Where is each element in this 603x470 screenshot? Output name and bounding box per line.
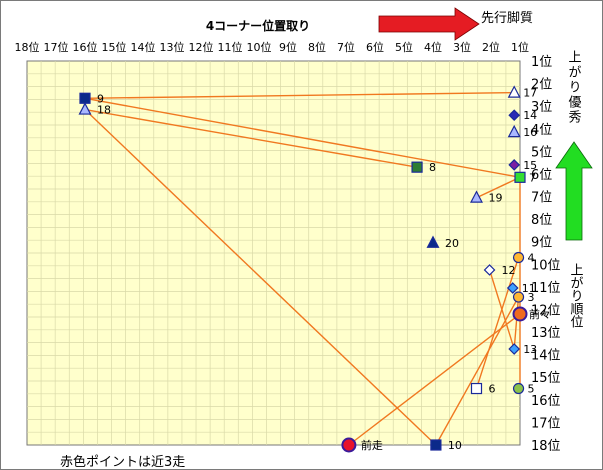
x-tick-label: 14位 xyxy=(131,40,156,54)
point-label: 前走 xyxy=(361,438,383,452)
point-label: 7 xyxy=(529,171,536,184)
point-label: 15 xyxy=(523,159,537,172)
y-tick-label: 5位 xyxy=(531,145,552,160)
point-marker xyxy=(508,343,521,355)
point-label: 12 xyxy=(502,264,516,277)
x-tick-label: 1位 xyxy=(511,40,529,54)
point-marker xyxy=(508,109,521,122)
chart-title: 4コーナー位置取り xyxy=(206,18,310,33)
point-label: 3 xyxy=(528,291,535,304)
point-marker xyxy=(512,306,528,322)
point-marker xyxy=(507,124,521,138)
point-marker xyxy=(507,85,521,98)
x-tick-label: 15位 xyxy=(102,40,127,54)
point-marker xyxy=(79,92,91,104)
point-label: 8 xyxy=(429,161,436,174)
point-label: 19 xyxy=(489,192,503,205)
point-label: 10 xyxy=(448,439,462,452)
x-tick-label: 5位 xyxy=(395,40,413,54)
y-tick-label: 11位 xyxy=(531,281,561,296)
point-label: 11 xyxy=(522,282,536,295)
x-tick-label: 3位 xyxy=(453,40,471,54)
arrow-up xyxy=(555,141,593,241)
y-tick-label: 6位 xyxy=(531,168,552,183)
x-tick-label: 6位 xyxy=(366,40,384,54)
series-line xyxy=(476,176,521,199)
x-tick-label: 2位 xyxy=(482,40,500,54)
point-label: 前々 xyxy=(529,307,551,321)
y-tick-label: 16位 xyxy=(531,394,561,409)
x-tick-label: 11位 xyxy=(218,40,243,54)
y-tick-label: 15位 xyxy=(531,371,561,386)
y-tick-label: 12位 xyxy=(531,303,561,318)
series-line xyxy=(475,257,520,389)
x-tick-label: 9位 xyxy=(279,40,297,54)
point-label: 4 xyxy=(528,252,535,265)
y-tick-label: 1位 xyxy=(531,55,552,70)
point-marker xyxy=(512,291,525,303)
point-marker xyxy=(514,171,526,183)
y-tick-label: 3位 xyxy=(531,100,552,115)
series-line xyxy=(84,108,418,168)
arrow-up-label: 上がり優秀 xyxy=(566,50,582,125)
series-line xyxy=(84,91,515,99)
y-tick-label: 18位 xyxy=(531,439,561,454)
point-label: 20 xyxy=(445,237,459,250)
y-tick-label: 10位 xyxy=(531,258,561,273)
point-marker xyxy=(512,382,525,395)
y-tick-label: 8位 xyxy=(531,213,552,228)
point-marker xyxy=(470,382,483,395)
point-marker xyxy=(430,439,442,451)
footnote: 赤色ポイントは近3走 xyxy=(60,454,185,470)
y-tick-label: 14位 xyxy=(531,349,561,364)
point-marker xyxy=(78,102,92,115)
y-tick-label: 4位 xyxy=(531,123,552,138)
x-tick-label: 18位 xyxy=(15,40,40,54)
point-marker xyxy=(512,251,525,264)
y-tick-label: 9位 xyxy=(531,236,552,251)
point-label: 17 xyxy=(523,87,537,100)
y-tick-label: 2位 xyxy=(531,78,552,93)
x-tick-label: 13位 xyxy=(160,40,185,54)
y-tick-label: 7位 xyxy=(531,191,552,206)
arrow-right-label: 先行脚質 xyxy=(481,10,533,26)
series-line xyxy=(84,109,437,446)
point-label: 6 xyxy=(489,383,496,396)
series-line xyxy=(348,313,521,446)
arrow-right-shape xyxy=(378,7,480,41)
arrow-up-shape xyxy=(555,141,593,241)
point-label: 18 xyxy=(97,104,111,117)
right-axis-label: 上がり順位 xyxy=(568,263,584,328)
series-line xyxy=(488,269,515,350)
point-label: 9 xyxy=(97,92,104,105)
point-label: 5 xyxy=(528,383,535,396)
point-label: 13 xyxy=(523,343,537,356)
arrow-right xyxy=(378,7,480,41)
y-tick-label: 13位 xyxy=(531,326,561,341)
point-marker xyxy=(411,161,423,173)
point-marker xyxy=(470,190,483,203)
series-line xyxy=(513,296,520,350)
x-tick-label: 16位 xyxy=(73,40,98,54)
point-marker xyxy=(483,264,496,276)
x-tick-label: 10位 xyxy=(247,40,272,54)
point-label: 16 xyxy=(523,126,537,139)
x-tick-label: 7位 xyxy=(337,40,355,54)
x-tick-label: 12位 xyxy=(189,40,214,54)
point-marker xyxy=(506,282,519,294)
point-marker xyxy=(508,159,521,171)
series-line xyxy=(435,296,520,446)
x-tick-label: 8位 xyxy=(308,40,326,54)
x-tick-label: 17位 xyxy=(44,40,69,54)
point-label: 14 xyxy=(523,109,537,122)
y-tick-label: 17位 xyxy=(531,416,561,431)
x-tick-label: 4位 xyxy=(424,40,442,54)
series-line xyxy=(84,97,521,178)
point-marker xyxy=(426,235,440,248)
point-marker xyxy=(341,437,357,453)
